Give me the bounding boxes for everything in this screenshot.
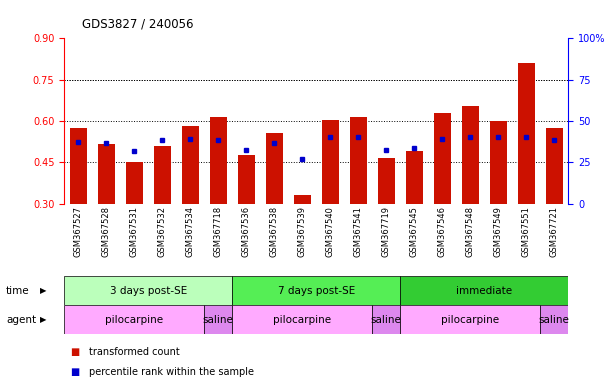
Bar [372, 305, 400, 334]
Bar [232, 276, 400, 305]
Text: saline: saline [203, 314, 233, 325]
Bar [378, 158, 395, 204]
Bar [204, 305, 232, 334]
Bar [490, 121, 507, 204]
Text: ▶: ▶ [40, 315, 46, 324]
Bar [400, 305, 540, 334]
Bar [232, 305, 372, 334]
Text: immediate: immediate [456, 286, 512, 296]
Text: pilocarpine: pilocarpine [441, 314, 499, 325]
Bar [540, 305, 568, 334]
Text: GDS3827 / 240056: GDS3827 / 240056 [82, 18, 194, 31]
Text: time: time [6, 286, 30, 296]
Bar [126, 162, 142, 204]
Text: agent: agent [6, 314, 36, 325]
Text: pilocarpine: pilocarpine [105, 314, 163, 325]
Text: ▶: ▶ [40, 286, 46, 295]
Bar [400, 276, 568, 305]
Text: percentile rank within the sample: percentile rank within the sample [89, 366, 254, 377]
Bar [238, 156, 255, 204]
Bar [462, 106, 478, 204]
Bar [434, 113, 451, 204]
Text: saline: saline [371, 314, 401, 325]
Bar [64, 276, 232, 305]
Bar [266, 133, 282, 204]
Bar [546, 128, 563, 204]
Bar [154, 146, 170, 204]
Text: 7 days post-SE: 7 days post-SE [277, 286, 355, 296]
Bar [322, 119, 338, 204]
Bar [294, 195, 310, 204]
Bar [64, 305, 204, 334]
Text: saline: saline [539, 314, 569, 325]
Text: 3 days post-SE: 3 days post-SE [109, 286, 187, 296]
Bar [406, 151, 423, 204]
Text: ■: ■ [70, 346, 79, 357]
Bar [98, 144, 115, 204]
Bar [182, 126, 199, 204]
Bar [349, 117, 367, 204]
Text: pilocarpine: pilocarpine [273, 314, 331, 325]
Bar [210, 117, 227, 204]
Text: ■: ■ [70, 366, 79, 377]
Text: transformed count: transformed count [89, 346, 180, 357]
Bar [70, 128, 87, 204]
Bar [518, 63, 535, 204]
